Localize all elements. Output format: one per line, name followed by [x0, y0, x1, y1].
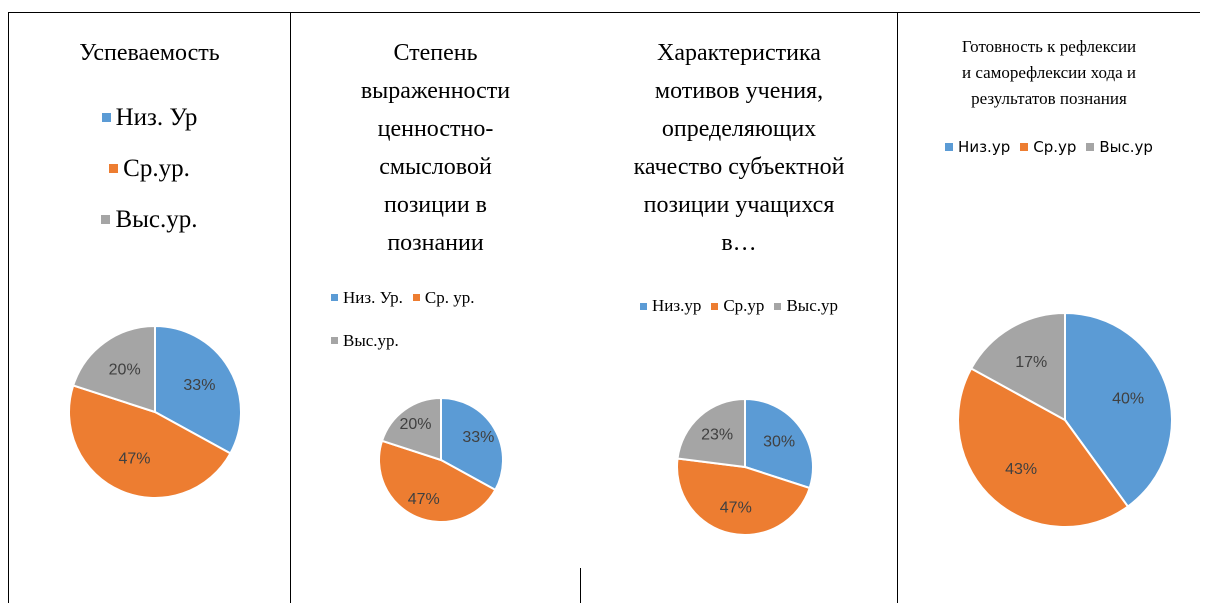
legend: Низ. Ур Ср.ур. Выс.ур. — [9, 92, 290, 245]
pie-slice — [380, 396, 442, 462]
pie-slice — [744, 397, 814, 490]
legend-swatch — [1020, 143, 1029, 151]
legend-item: Ср.ур — [1020, 138, 1076, 156]
pie-slice — [71, 324, 156, 414]
chart-head: Характеристика мотивов учения, определяю… — [581, 34, 897, 316]
legend-label: Ср.ур. — [123, 155, 190, 182]
legend-label: Низ. Ур — [115, 104, 198, 131]
pie-slice — [676, 457, 811, 536]
pie-chart: 30% 47% 23% — [676, 397, 814, 536]
border — [580, 568, 581, 603]
data-label: 20% — [399, 416, 431, 433]
legend-label: Выс.ур — [1099, 138, 1153, 156]
chart-cell: 40% 43% 17% Готовность к рефлексии и саморе… — [898, 12, 1200, 603]
data-label: 47% — [118, 451, 150, 468]
data-label: 33% — [462, 429, 494, 446]
legend-swatch — [101, 215, 111, 224]
data-label: 30% — [763, 433, 795, 450]
chart-head: Степень выраженности ценностно-смысловой… — [291, 34, 580, 362]
pie-slice — [440, 396, 504, 492]
data-label: 43% — [1005, 461, 1037, 478]
legend-label: Низ.ур — [652, 296, 702, 315]
legend-label: Ср. ур. — [424, 288, 475, 307]
legend-item: Выс.ур. — [101, 194, 198, 245]
legend-label: Низ.ур — [958, 138, 1011, 156]
legend-swatch — [774, 302, 782, 310]
legend-swatch — [412, 294, 420, 301]
chart-cell: 33% 47% 20% Успеваемость Низ. Ур Ср.ур. Выс.ур… — [9, 12, 290, 603]
chart-head: Успеваемость Низ. Ур Ср.ур. Выс.ур. — [9, 34, 290, 245]
chart-title: Готовность к рефлексии и саморефлексии х… — [961, 37, 1137, 108]
border — [897, 12, 898, 603]
pie-slice — [378, 439, 497, 523]
legend-swatch — [109, 164, 119, 173]
legend-swatch — [640, 302, 647, 310]
legend-label: Низ. Ур. — [343, 288, 403, 307]
legend: Низ.ур Ср.ур Выс.ур — [581, 296, 897, 316]
data-label: 17% — [1015, 354, 1047, 371]
legend-item: Выс.ур — [774, 296, 838, 316]
legend-label: Ср.ур — [1033, 138, 1077, 156]
pie-slice — [68, 384, 232, 499]
legend-label: Ср.ур — [723, 296, 765, 315]
legend-item: Низ. Ур. — [331, 276, 403, 319]
pie-slice — [969, 311, 1066, 422]
legend-item: Низ. Ур — [101, 92, 198, 143]
legend: Низ.ур Ср.ур Выс.ур — [898, 138, 1200, 156]
pie-slice — [1064, 311, 1173, 508]
legend-swatch — [331, 337, 338, 344]
legend: Низ. Ур. Ср. ур. Выс.ур. — [326, 276, 526, 362]
chart-title: Успеваемость — [79, 40, 220, 66]
data-label: 20% — [109, 361, 141, 378]
pie-chart: 33% 47% 20% — [378, 396, 504, 523]
pie-slice — [154, 324, 242, 455]
pie-chart: 40% 43% 17% — [957, 311, 1173, 528]
data-label: 47% — [720, 499, 752, 516]
pie-slice — [957, 367, 1130, 528]
chart-cell: 30% 47% 23% Характеристика мотивов учения, … — [581, 12, 897, 603]
legend-label: Выс.ур — [786, 296, 838, 315]
chart-title: Характеристика мотивов учения, определяю… — [633, 40, 845, 256]
chart-cell: 33% 47% 20% Степень выраженности ценностно-… — [291, 12, 580, 603]
data-label: 40% — [1112, 391, 1144, 408]
pie-slice — [676, 397, 746, 469]
legend-item: Ср.ур — [711, 296, 764, 316]
legend-swatch — [945, 143, 954, 151]
legend-item: Выс.ур — [1086, 138, 1153, 156]
pie-chart: 33% 47% 20% — [68, 324, 242, 499]
legend-swatch — [711, 302, 719, 310]
legend-item: Низ.ур — [945, 138, 1010, 156]
legend-swatch — [331, 294, 338, 301]
data-label: 33% — [183, 377, 215, 394]
chart-title: Степень выраженности ценностно-смысловой… — [360, 40, 511, 256]
legend-item: Низ.ур — [640, 296, 701, 316]
legend-swatch — [1086, 143, 1095, 151]
legend-label: Выс.ур. — [115, 206, 198, 233]
data-label: 23% — [701, 427, 733, 444]
legend-item: Ср.ур. — [109, 143, 190, 194]
chart-head: Готовность к рефлексии и саморефлексии х… — [898, 34, 1200, 156]
border — [8, 12, 1200, 13]
border — [8, 12, 9, 603]
legend-item: Выс.ур. — [331, 319, 399, 362]
data-label: 47% — [408, 491, 440, 508]
legend-swatch — [101, 113, 111, 122]
legend-item: Ср. ур. — [412, 276, 475, 319]
legend-label: Выс.ур. — [343, 331, 399, 350]
border — [290, 12, 291, 603]
